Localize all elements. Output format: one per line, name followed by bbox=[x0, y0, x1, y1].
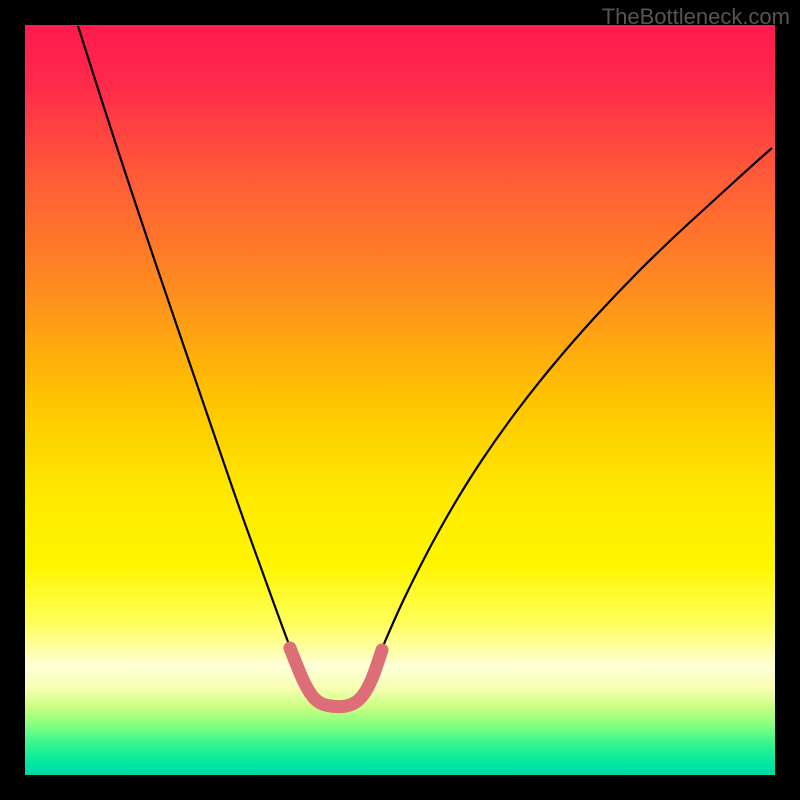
bottleneck-curve-chart bbox=[0, 0, 800, 800]
watermark-text: TheBottleneck.com bbox=[602, 4, 790, 30]
chart-container: TheBottleneck.com bbox=[0, 0, 800, 800]
plot-background bbox=[25, 25, 775, 775]
